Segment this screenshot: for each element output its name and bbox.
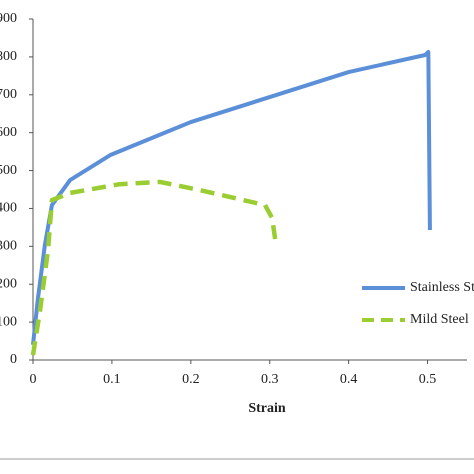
x-axis-label: Strain [248, 401, 286, 416]
legend-label: Stainless Steel [410, 280, 474, 295]
y-tick-label: 500 [0, 163, 17, 178]
y-tick-label: 700 [0, 87, 17, 102]
y-tick-label: 600 [0, 125, 17, 140]
y-tick-label: 900 [0, 11, 17, 26]
y-tick-label: 400 [0, 201, 17, 216]
y-tick-label: 0 [10, 352, 17, 367]
x-tick-label: 0.3 [261, 372, 279, 387]
x-tick-label: 0 [30, 372, 37, 387]
y-tick-label: 200 [0, 276, 17, 291]
y-tick-label: 800 [0, 49, 17, 64]
x-tick-label: 0.4 [340, 372, 358, 387]
legend-label: Mild Steel [410, 312, 469, 327]
x-tick-label: 0.5 [419, 372, 437, 387]
series-line [31, 49, 432, 346]
x-tick-label: 0.1 [103, 372, 121, 387]
x-tick-label: 0.2 [182, 372, 200, 387]
series-line [30, 179, 279, 356]
y-tick-label: 300 [0, 239, 17, 254]
y-tick-label: 100 [0, 314, 17, 329]
